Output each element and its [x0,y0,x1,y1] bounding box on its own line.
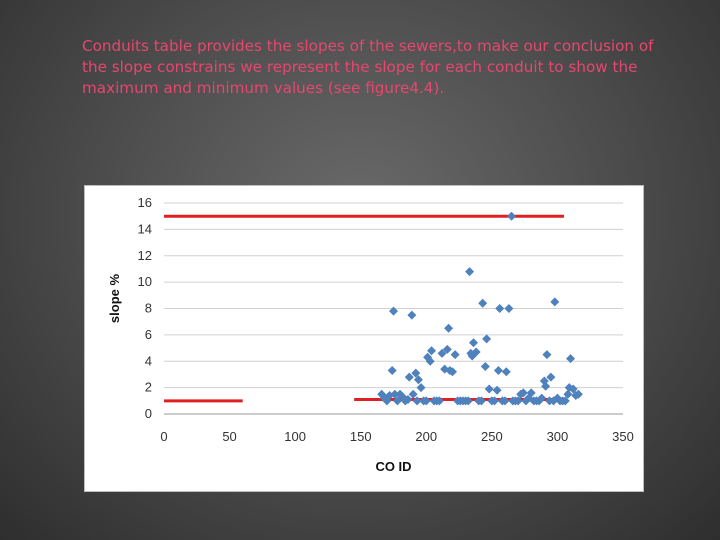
y-axis-title: slope % [107,273,122,323]
data-point [542,350,552,360]
data-point [534,396,544,406]
data-point [392,396,402,406]
x-tick-label: 300 [547,429,569,444]
data-point [564,383,574,393]
data-point [493,365,503,375]
data-point [398,392,408,402]
chart-svg: 0 2 4 6 8 10 12 14 16 0 50 100 150 200 250 300 350 CO I… [107,195,634,474]
y-tick-label: 4 [145,353,152,368]
data-point [468,338,478,348]
data-point [507,211,517,221]
data-point [408,389,418,399]
data-point [492,385,502,395]
y-tick-label: 16 [138,195,152,210]
data-point [501,367,511,377]
data-point [489,396,499,406]
data-point [471,347,481,357]
data-point [442,344,452,354]
data-point [504,304,514,313]
data-point [500,396,510,406]
y-tick-label: 12 [138,248,152,263]
y-tick-labels: 0 2 4 6 8 10 12 14 16 [138,195,152,421]
data-point [416,383,426,393]
x-tick-label: 350 [612,429,634,444]
data-point [444,323,454,333]
data-point [390,389,400,399]
data-point [537,393,547,403]
data-point [463,396,473,406]
data-point [539,376,549,386]
data-point [552,393,562,403]
data-point [546,372,556,382]
data-point [427,346,437,356]
data-point [437,348,447,358]
data-point [526,388,536,398]
data-points [377,211,583,406]
y-tick-label: 2 [145,380,152,395]
y-tick-label: 0 [145,406,152,421]
x-tick-label: 150 [350,429,372,444]
data-point [411,368,421,378]
data-point [403,394,413,404]
data-point [482,334,492,344]
data-point [573,389,583,399]
data-point [448,367,458,377]
data-point [465,267,475,277]
gridlines [164,202,623,389]
data-point [425,356,435,366]
data-point [404,372,414,382]
data-point [407,310,417,320]
data-point [484,384,494,394]
y-tick-label: 8 [145,301,152,316]
data-point [550,297,560,307]
scatter-chart: 0 2 4 6 8 10 12 14 16 0 50 100 150 200 250 300 350 CO I… [84,185,644,492]
data-point [434,396,444,406]
x-tick-label: 0 [160,429,167,444]
data-point [566,354,576,364]
data-point [413,375,423,385]
data-point [423,352,433,362]
data-point [450,350,460,360]
data-point [563,389,573,399]
x-tick-label: 100 [284,429,306,444]
data-point [541,381,551,391]
slide-body-text: Conduits table provides the slopes of th… [82,37,654,97]
y-tick-label: 10 [138,274,152,289]
data-point [412,396,422,406]
data-point [513,396,523,406]
data-point [389,306,398,316]
x-tick-label: 50 [222,429,236,444]
data-point [480,362,490,372]
data-point [476,396,486,406]
data-point [478,298,488,308]
y-tick-label: 6 [145,327,152,342]
x-tick-label: 200 [415,429,437,444]
data-point [560,396,570,406]
data-point [568,384,578,394]
data-point [495,304,505,313]
data-point [421,396,431,406]
x-axis-title: CO ID [375,459,411,474]
x-tick-label: 250 [481,429,503,444]
y-tick-label: 14 [138,221,152,236]
data-point [518,388,528,398]
data-point [387,365,397,375]
x-tick-labels: 0 50 100 150 200 250 300 350 [160,429,633,444]
